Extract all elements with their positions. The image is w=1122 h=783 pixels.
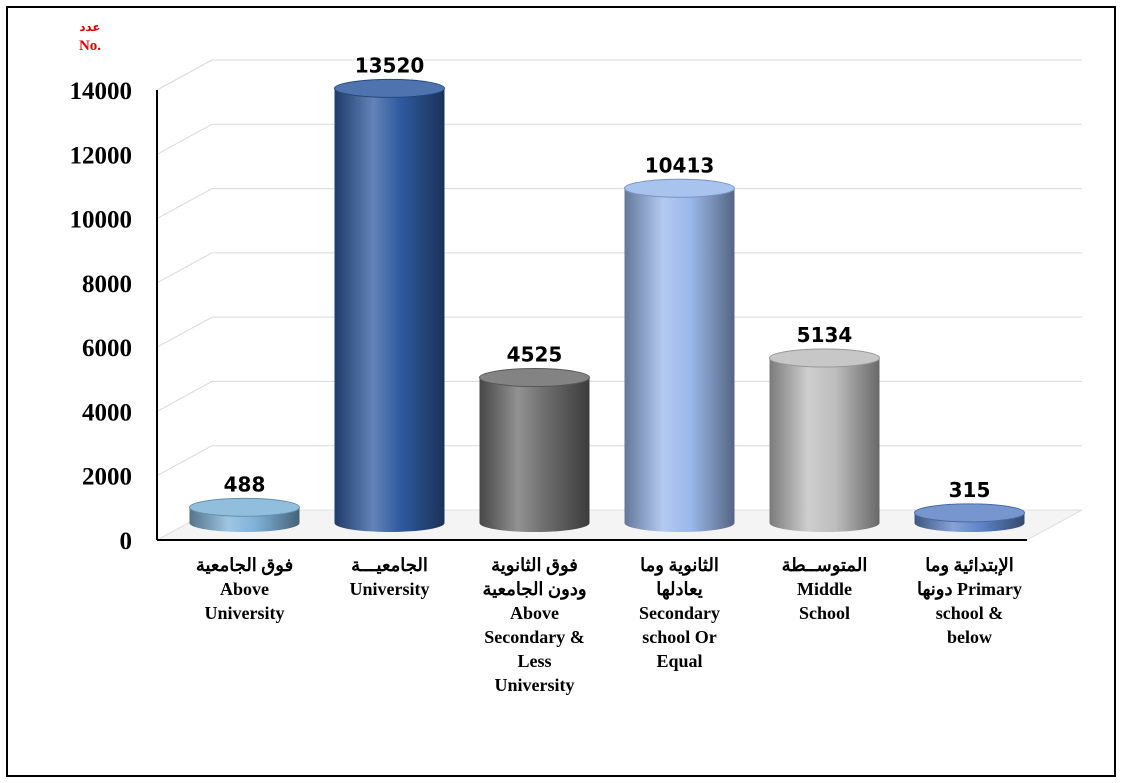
bar-top [624,178,735,198]
bar-top [334,78,445,98]
bar-top [769,348,880,368]
y-tick-label: 0 [120,528,133,555]
y-axis-label-english: No. [78,38,102,54]
data-label: 488 [224,472,266,496]
y-tick-label: 14000 [70,78,133,105]
bar-top [479,368,590,388]
gridline-diagonal [156,59,213,91]
bar-top [189,497,300,517]
y-tick-label: 8000 [82,271,132,298]
x-category-label: الإبتدائية وما دونها Primary school & be… [917,555,1022,647]
gridline-diagonal [156,252,213,284]
y-tick-label: 6000 [82,335,132,362]
data-label: 315 [949,478,991,502]
y-tick-label: 12000 [70,142,133,169]
bar-cylinder [769,357,880,532]
x-category-label: فوق الجامعية Above University [195,555,294,623]
gridline-diagonal [156,445,213,477]
gridline-diagonal [156,380,213,412]
y-tick-label: 4000 [82,399,132,426]
x-category-label: فوق الثانوية ودون الجامعية Above Seconda… [482,555,587,695]
x-category-label: الثانوية وما يعادلها Secondary school Or… [639,555,720,671]
y-tick-label: 2000 [82,464,132,491]
gridline-diagonal [156,188,213,220]
y-axis-label-arabic: عدد [79,20,101,34]
gridline-diagonal [156,316,213,348]
bar-top [914,503,1025,523]
data-label: 13520 [355,53,425,77]
bar-cylinder [334,88,445,532]
y-tick-label: 10000 [70,207,133,234]
bar-cylinder [479,377,590,532]
bar-cylinder [624,188,735,532]
gridline-diagonal [156,123,213,155]
x-category-label: الجامعيـــة University [349,555,430,599]
data-label: 5134 [797,323,853,347]
data-label: 4525 [507,343,563,367]
data-label: 10413 [645,153,715,177]
x-category-label: المتوســطة Middle School [781,555,868,623]
